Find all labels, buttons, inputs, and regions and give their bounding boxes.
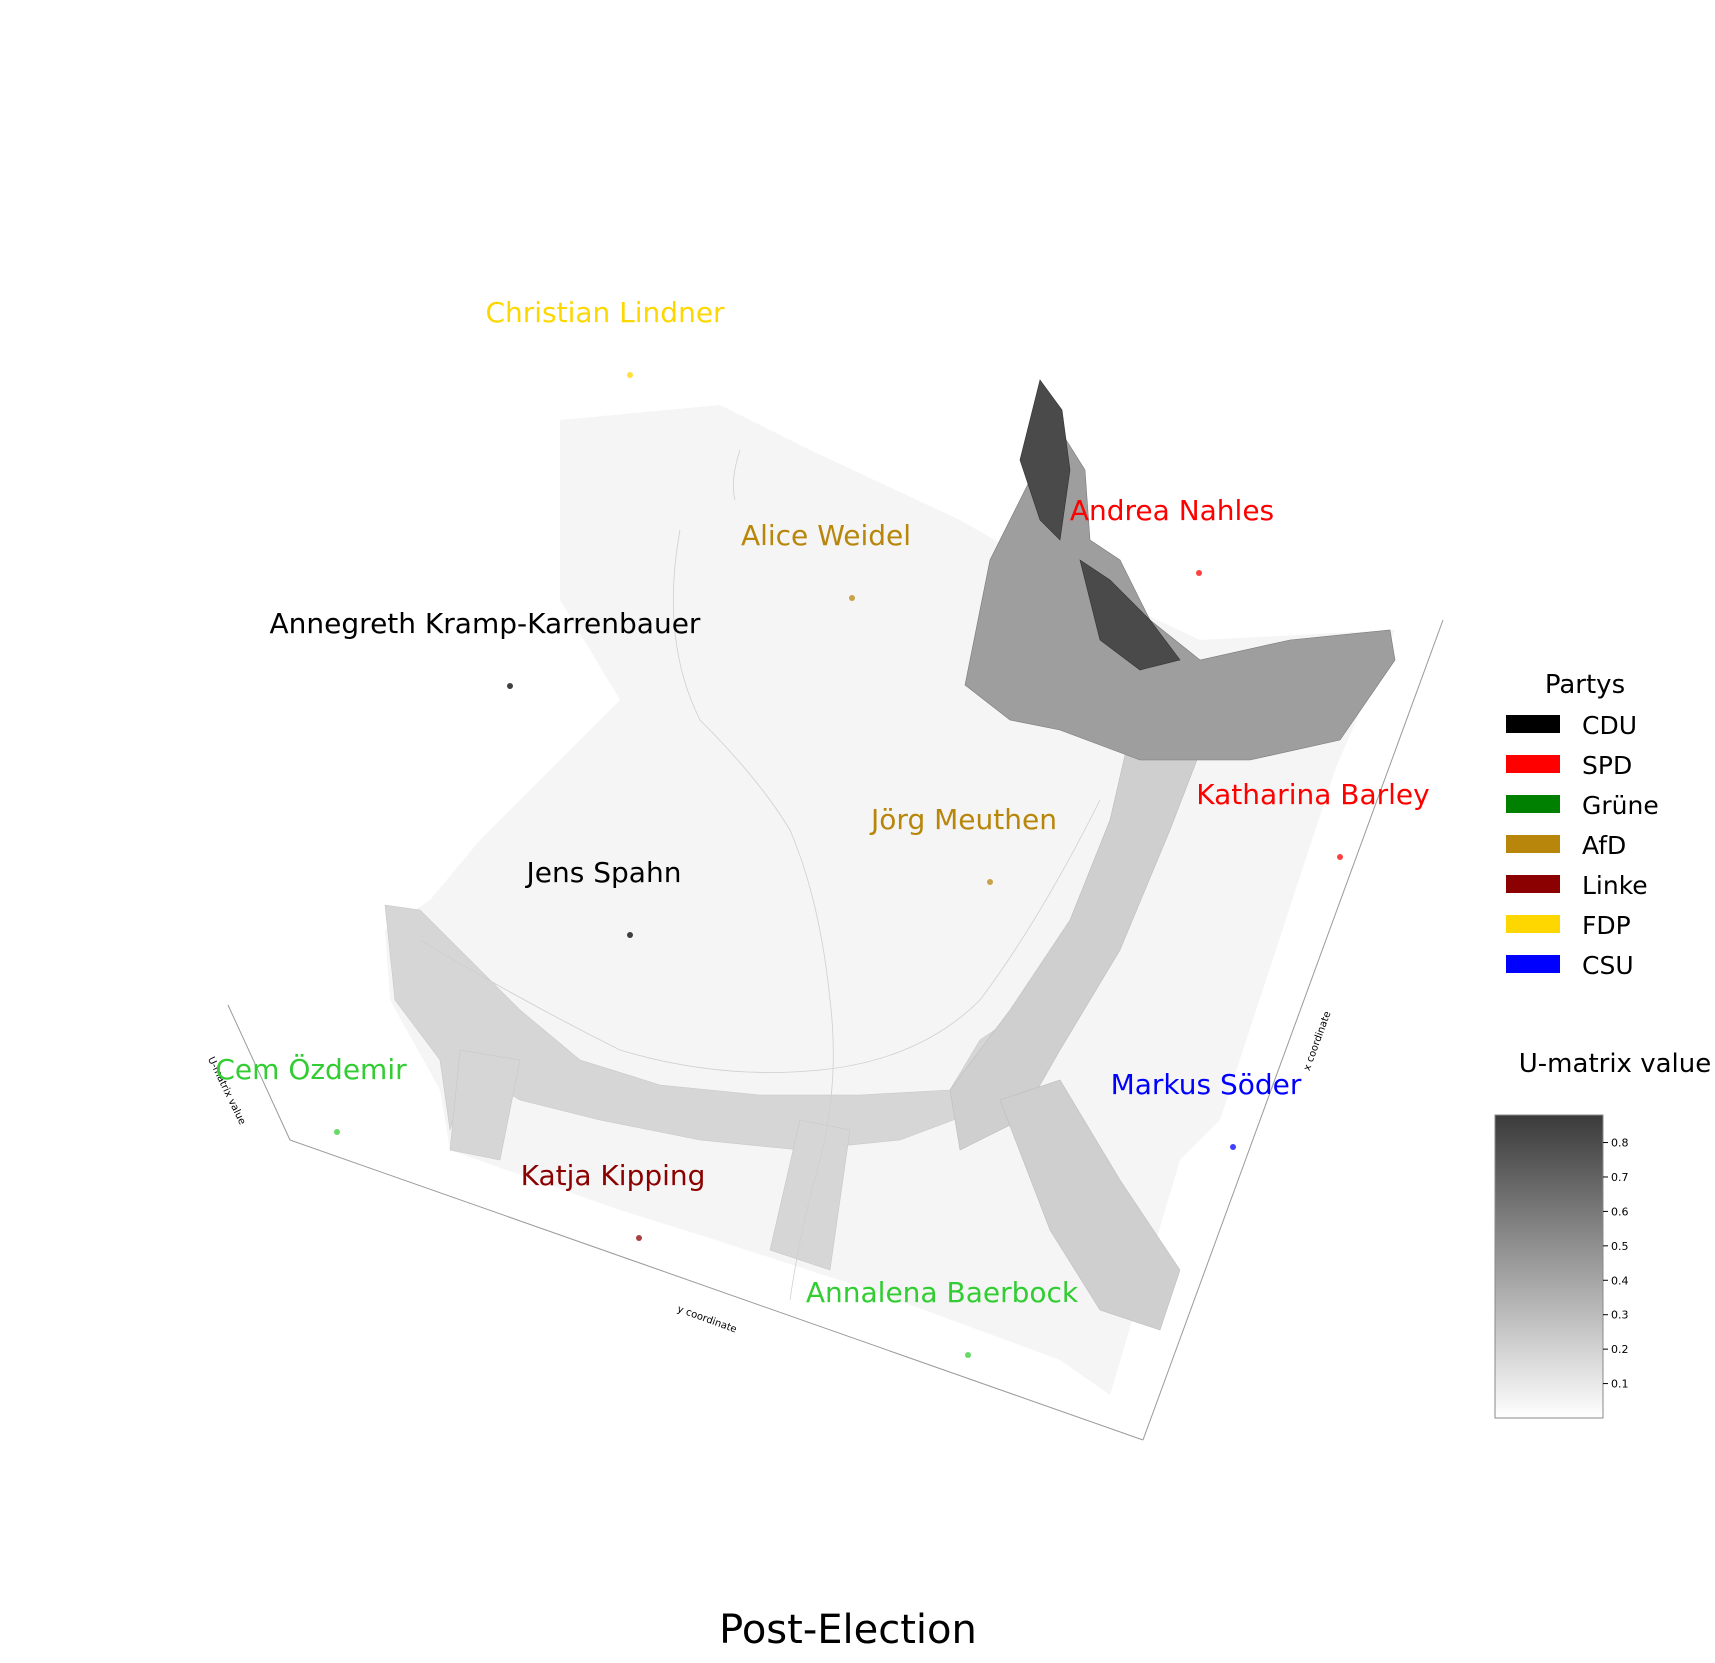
colorbar-tick-label: 0.4	[1611, 1274, 1629, 1287]
point-andrea-nahles	[1196, 570, 1202, 576]
point-label-j-rg-meuthen: Jörg Meuthen	[869, 803, 1057, 836]
legend-entries: CDU SPD Grüne AfD Linke FDP CSU	[1506, 711, 1659, 980]
legend: Partys CDU SPD Grüne AfD Linke FDP CSU	[1506, 670, 1659, 980]
point-markus-s-der	[1230, 1144, 1236, 1150]
axes-3d	[227, 619, 1444, 1441]
point-christian-lindner	[627, 372, 633, 378]
point-label-annalena-baerbock: Annalena Baerbock	[806, 1276, 1079, 1309]
colorbar-tick-label: 0.1	[1611, 1378, 1629, 1391]
point-katharina-barley	[1337, 854, 1343, 860]
surface-contours	[419, 449, 1101, 1301]
colorbar-tick-label: 0.7	[1611, 1171, 1629, 1184]
legend-swatch-csu	[1506, 955, 1560, 973]
colorbar-ticks: 0.1 0.2 0.3 0.4 0.5 0.6 0.7 0.8	[1603, 1137, 1629, 1391]
point-label-katja-kipping: Katja Kipping	[521, 1159, 706, 1192]
point-annalena-baerbock	[965, 1352, 971, 1358]
surface-base	[385, 405, 1395, 1395]
point-label-andrea-nahles: Andrea Nahles	[1070, 494, 1274, 527]
colorbar-gradient	[1494, 1114, 1604, 1419]
point-label-markus-s-der: Markus Söder	[1111, 1068, 1302, 1101]
point-label-alice-weidel: Alice Weidel	[741, 519, 911, 552]
point-annegreth-kramp-karrenbauer	[507, 683, 513, 689]
point-label-annegreth-kramp-karrenbauer: Annegreth Kramp-Karrenbauer	[270, 607, 701, 640]
legend-label-linke: Linke	[1582, 871, 1648, 900]
legend-label-cdu: CDU	[1582, 711, 1637, 740]
legend-label-afd: AfD	[1582, 831, 1626, 860]
x-axis-line	[1142, 619, 1444, 1441]
legend-swatch-fdp	[1506, 915, 1560, 933]
legend-swatch-afd	[1506, 835, 1560, 853]
y-axis-label: y coordinate	[676, 1304, 738, 1336]
figure-title: Post-Election	[719, 1607, 977, 1653]
legend-swatch-linke	[1506, 875, 1560, 893]
legend-swatch-spd	[1506, 755, 1560, 773]
x-axis-label: x coordinate	[1302, 1010, 1334, 1072]
legend-label-grüne: Grüne	[1582, 791, 1659, 820]
colorbar-tick-label: 0.3	[1611, 1309, 1629, 1322]
colorbar-tick-label: 0.2	[1611, 1343, 1629, 1356]
legend-label-csu: CSU	[1582, 951, 1634, 980]
politician-points: Christian Lindner Alice Weidel Andrea Nahl…	[215, 296, 1430, 1358]
colorbar-tick-label: 0.5	[1611, 1240, 1629, 1253]
point-cem-zdemir	[334, 1129, 340, 1135]
colorbar-title: U-matrix value	[1519, 1049, 1711, 1079]
legend-swatch-grüne	[1506, 795, 1560, 813]
point-label-katharina-barley: Katharina Barley	[1196, 778, 1429, 811]
legend-label-spd: SPD	[1582, 751, 1632, 780]
point-katja-kipping	[636, 1235, 642, 1241]
point-j-rg-meuthen	[987, 879, 993, 885]
ridge-lower-band	[384, 904, 1081, 1271]
point-alice-weidel	[849, 595, 855, 601]
colorbar-tick-label: 0.6	[1611, 1205, 1629, 1218]
point-label-jens-spahn: Jens Spahn	[525, 856, 682, 889]
colorbar: U-matrix value 0.1 0.2 0.3 0.4 0.5 0.6 0.7 0.8	[1494, 1049, 1711, 1419]
legend-label-fdp: FDP	[1582, 911, 1631, 940]
legend-swatch-cdu	[1506, 715, 1560, 733]
peak-top	[1019, 379, 1181, 671]
point-label-cem-zdemir: Cem Özdemir	[215, 1052, 407, 1086]
y-axis-line	[289, 1139, 1144, 1441]
legend-title: Partys	[1545, 670, 1625, 700]
z-axis-line	[227, 1004, 291, 1141]
point-label-christian-lindner: Christian Lindner	[485, 296, 725, 329]
point-jens-spahn	[627, 932, 633, 938]
surface-plot	[384, 379, 1396, 1395]
colorbar-tick-label: 0.8	[1611, 1137, 1629, 1150]
